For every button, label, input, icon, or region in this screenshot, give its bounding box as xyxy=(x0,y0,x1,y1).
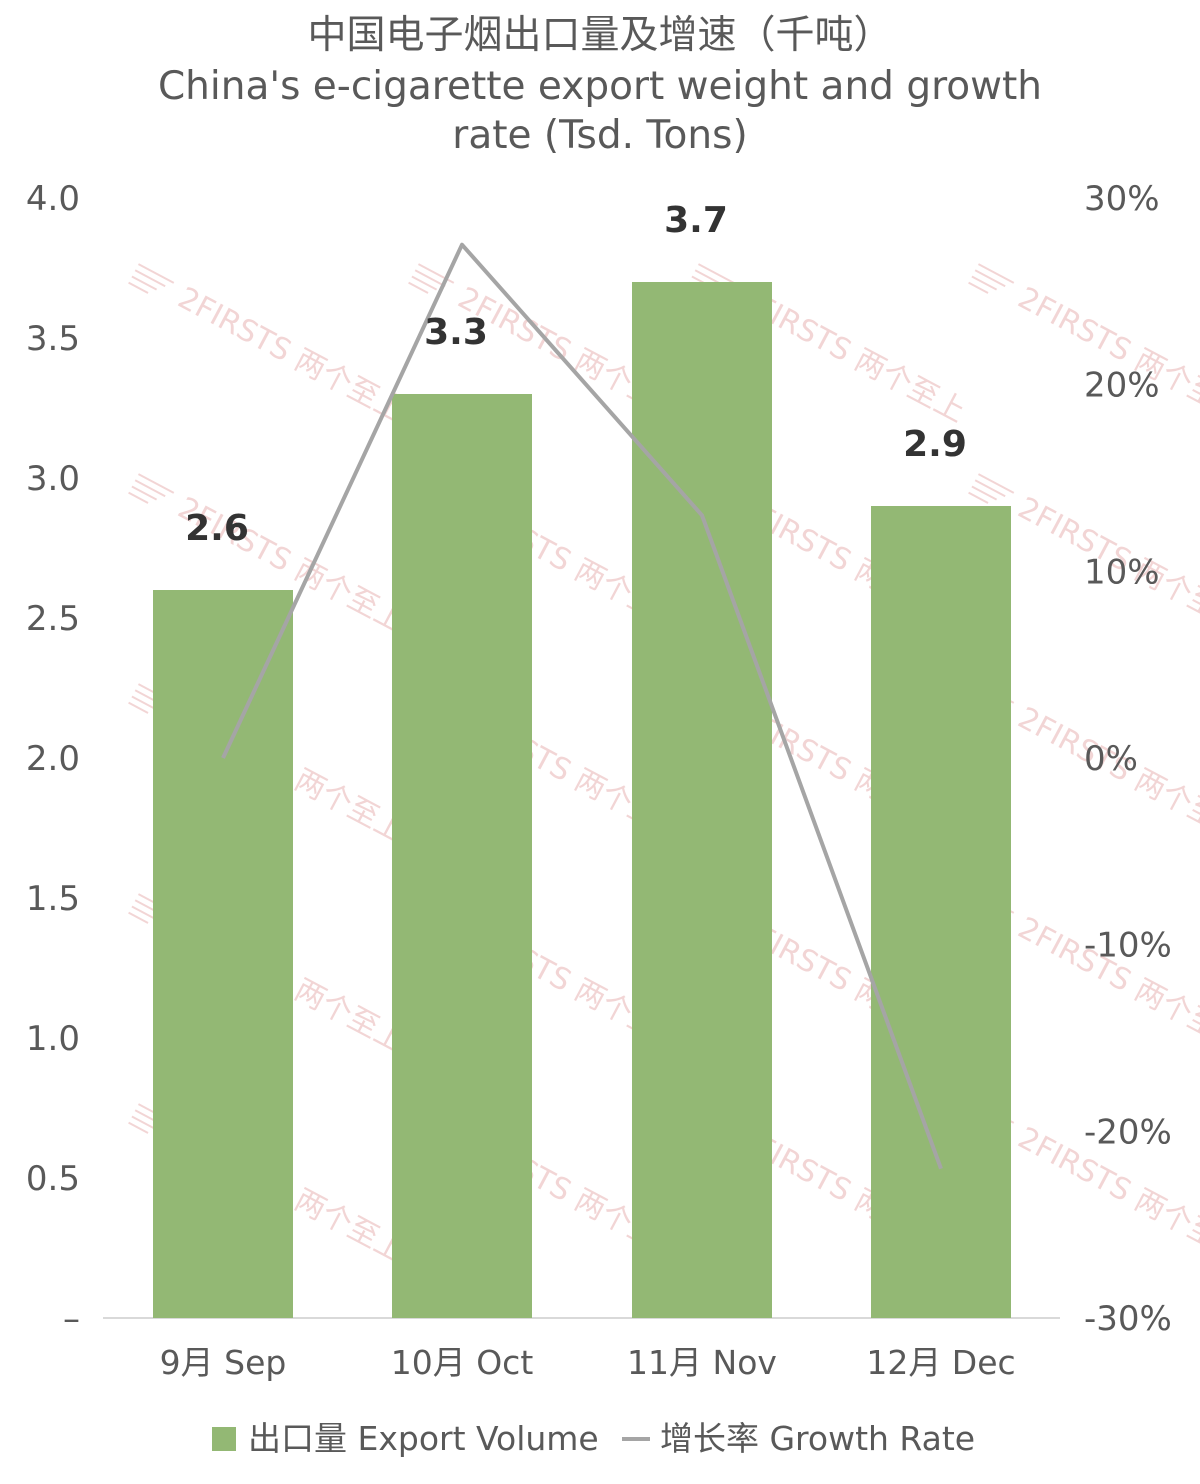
watermark-stroke xyxy=(977,263,1015,284)
y-right-tick-label: -10% xyxy=(1084,926,1172,966)
y-left-tick-label: 2.5 xyxy=(26,599,80,639)
watermark-stroke xyxy=(977,473,1015,494)
y-right-tick-label: -20% xyxy=(1084,1112,1172,1152)
watermark-stroke xyxy=(131,695,158,711)
watermark-stroke xyxy=(974,479,1006,498)
x-axis: 9月 Sep 10月 Oct 11月 Nov 12月 Dec xyxy=(160,1343,1016,1382)
chart-title-en-line2: rate (Tsd. Tons) xyxy=(452,113,747,158)
watermark-stroke xyxy=(128,491,149,504)
bar-data-label: 3.3 xyxy=(424,312,488,353)
watermark-stroke xyxy=(971,485,998,501)
watermark-stroke xyxy=(417,263,455,284)
watermark-stroke xyxy=(974,269,1006,288)
bar-series xyxy=(153,282,1011,1318)
x-tick-label: 11月 Nov xyxy=(627,1343,777,1382)
y-left-tick-label: – xyxy=(63,1299,80,1339)
legend-label-bar: 出口量 Export Volume xyxy=(248,1419,599,1458)
y-right-tick-label: -30% xyxy=(1084,1299,1172,1339)
y-right-tick-label: 30% xyxy=(1084,179,1160,219)
y-left-tick-label: 4.0 xyxy=(26,179,80,219)
bar xyxy=(871,506,1011,1318)
watermark-stroke xyxy=(414,269,446,288)
watermark-stroke xyxy=(137,263,175,284)
legend: 出口量 Export Volume 增长率 Growth Rate xyxy=(212,1419,975,1458)
watermark-stroke xyxy=(408,281,429,294)
chart-title-en-line1: China's e-cigarette export weight and gr… xyxy=(158,64,1042,109)
x-tick-label: 12月 Dec xyxy=(866,1343,1015,1382)
bar-data-label: 2.9 xyxy=(903,424,967,465)
watermark-stroke xyxy=(131,905,158,921)
bar xyxy=(153,590,293,1318)
y-left-tick-label: 3.0 xyxy=(26,459,80,499)
y-left-tick-label: 1.5 xyxy=(26,879,80,919)
x-tick-label: 10月 Oct xyxy=(391,1343,534,1382)
data-labels: 2.6 3.3 3.7 2.9 xyxy=(185,200,967,549)
watermark-stroke xyxy=(134,479,166,498)
watermark-stroke xyxy=(411,275,438,291)
watermark-stroke xyxy=(131,275,158,291)
watermark-stroke xyxy=(968,281,989,294)
y-axis-left: – 0.5 1.0 1.5 2.0 2.5 3.0 3.5 4.0 xyxy=(26,179,80,1339)
watermark-stroke xyxy=(128,701,149,714)
bar-data-label: 3.7 xyxy=(664,200,728,241)
y-left-tick-label: 2.0 xyxy=(26,739,80,779)
y-left-tick-label: 1.0 xyxy=(26,1019,80,1059)
bar xyxy=(392,394,532,1318)
watermark-stroke xyxy=(968,491,989,504)
y-right-tick-label: 0% xyxy=(1084,739,1138,779)
watermark-stroke xyxy=(137,473,175,494)
watermark-stroke xyxy=(128,281,149,294)
y-left-tick-label: 0.5 xyxy=(26,1159,80,1199)
y-right-tick-label: 10% xyxy=(1084,552,1160,592)
growth-line xyxy=(221,242,943,1170)
watermark-stroke xyxy=(131,485,158,501)
watermark-stroke xyxy=(134,269,166,288)
y-left-tick-label: 3.5 xyxy=(26,319,80,359)
watermark-stroke xyxy=(971,275,998,291)
legend-swatch-bar xyxy=(212,1427,236,1451)
legend-label-line: 增长率 Growth Rate xyxy=(660,1419,975,1458)
line-series xyxy=(221,242,943,1170)
bar-data-label: 2.6 xyxy=(185,508,249,549)
watermark-stroke xyxy=(131,1115,158,1131)
y-axis-right: -30% -20% -10% 0% 10% 20% 30% xyxy=(1084,179,1172,1339)
chart-title-zh: 中国电子烟出口量及增速（千吨） xyxy=(307,13,892,58)
bar xyxy=(632,282,772,1318)
watermark-stroke xyxy=(128,911,149,924)
watermark-stroke xyxy=(697,263,735,284)
y-right-tick-label: 20% xyxy=(1084,366,1160,406)
x-tick-label: 9月 Sep xyxy=(160,1343,287,1382)
watermark-stroke xyxy=(128,1121,149,1134)
